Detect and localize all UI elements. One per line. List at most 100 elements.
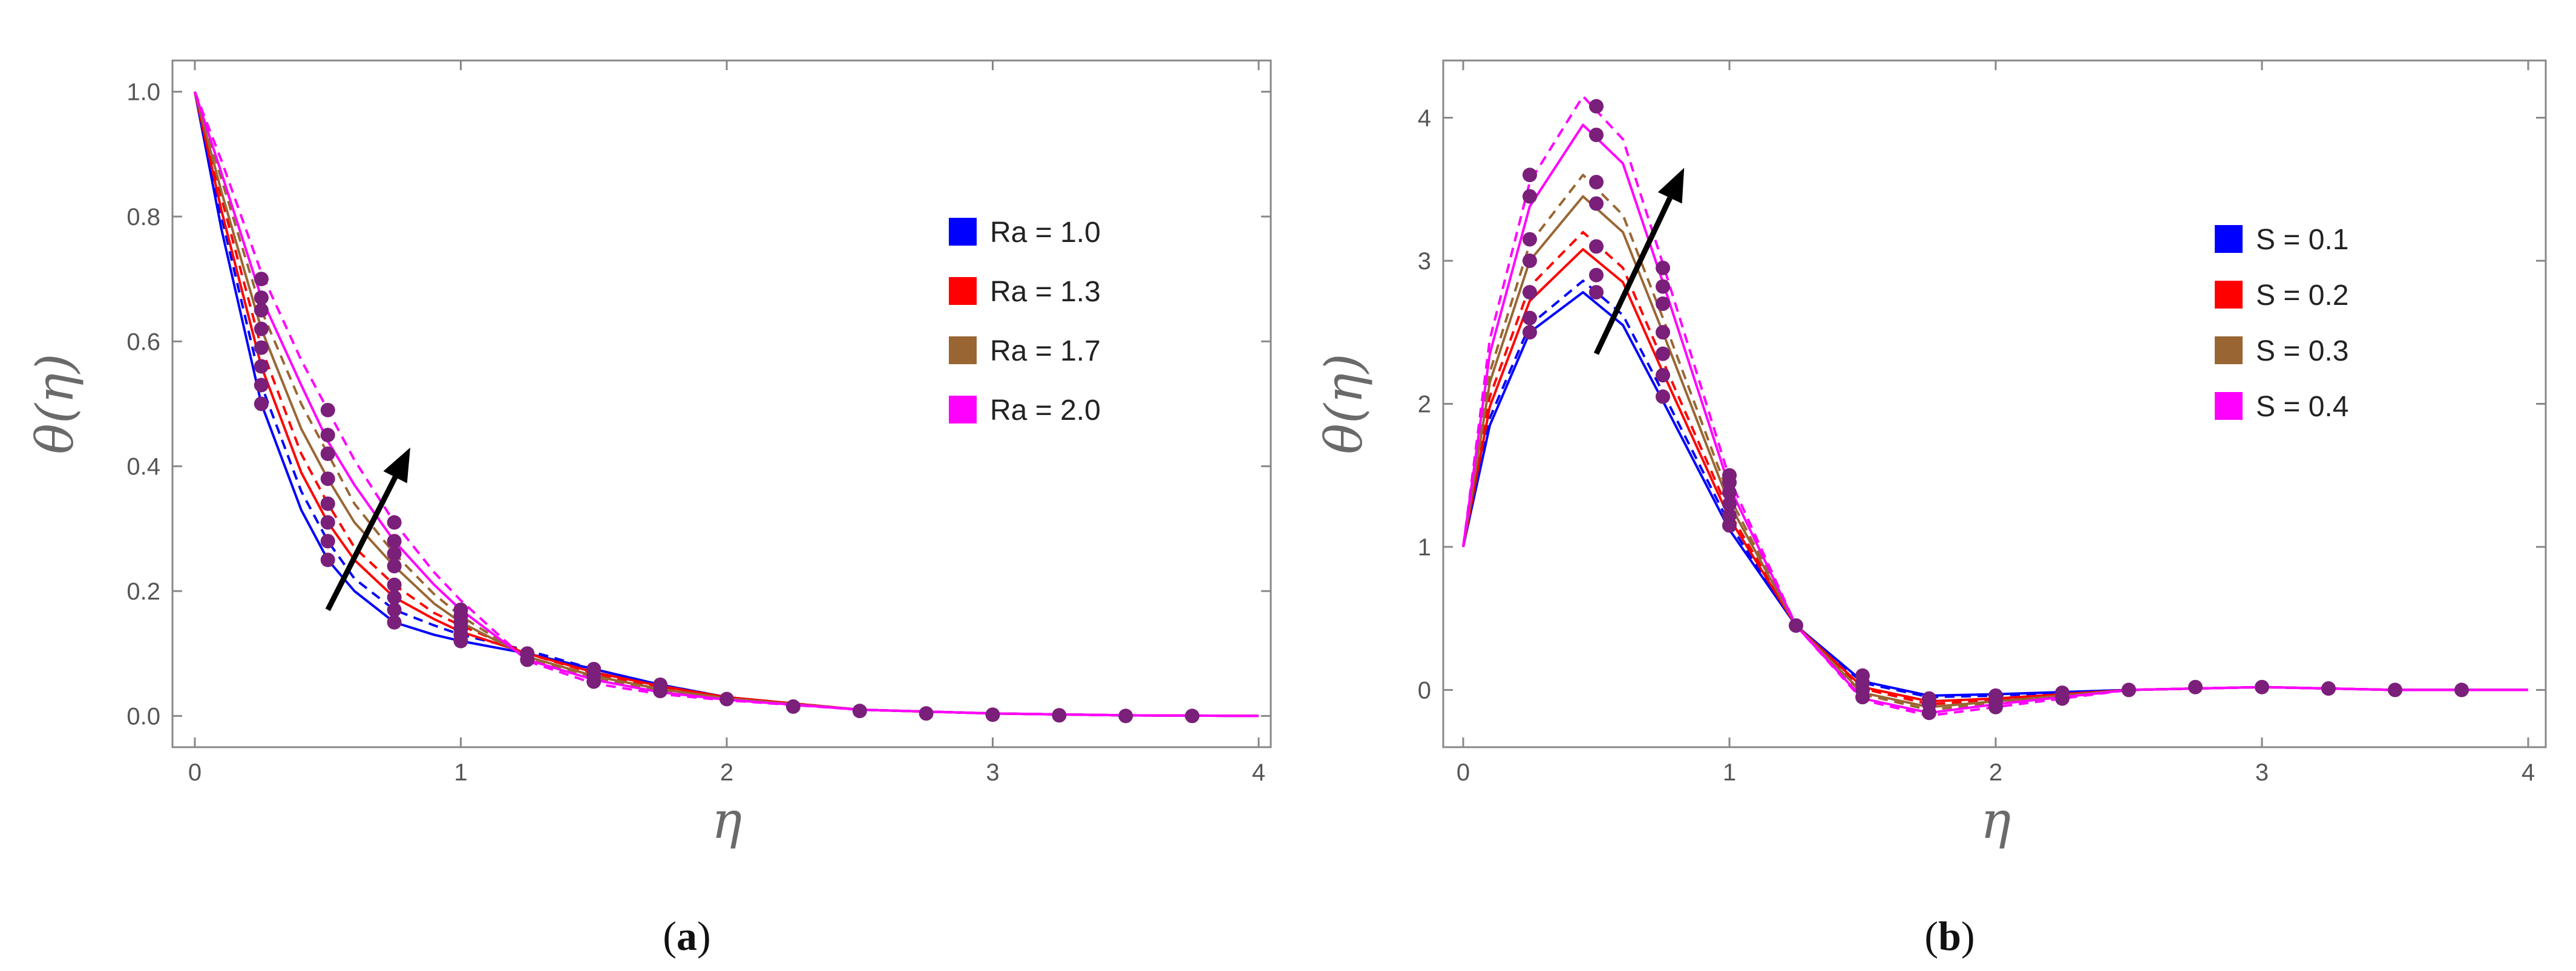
panel-b-legend-swatch-2 xyxy=(2215,336,2243,364)
panel-b-marker xyxy=(1722,497,1737,512)
panel-b-marker xyxy=(1589,267,1604,283)
panel-b-series-2-solid-line xyxy=(1462,195,2528,708)
panel-a-marker xyxy=(852,704,867,719)
panel-b-marker xyxy=(1722,518,1737,533)
panel-b-legend-label-2: S = 0.3 xyxy=(2256,335,2348,367)
panel-b-marker xyxy=(2055,685,2070,701)
panel-b-marker xyxy=(1589,285,1604,300)
panel-b-marker xyxy=(1722,508,1737,523)
panel-a-marker xyxy=(320,471,335,486)
caption-a: (a) xyxy=(663,913,710,959)
panel-a-marker xyxy=(1052,708,1067,723)
panel-b-legend-swatch-0 xyxy=(2215,225,2243,253)
panel-a-marker xyxy=(387,577,402,592)
panel-a-marker xyxy=(320,496,335,511)
panel-a-marker xyxy=(254,340,269,355)
panel-b-marker xyxy=(2321,681,2336,696)
panel-b-series-1-solid-line xyxy=(1462,248,2528,703)
panel-a-marker xyxy=(320,428,335,443)
panel-a-y-tick-label: 0.4 xyxy=(126,454,160,480)
panel-a-marker xyxy=(387,546,402,561)
panel-a-legend-label-2: Ra = 1.7 xyxy=(990,335,1101,367)
panel-a-series-3-dashed-line xyxy=(194,91,1259,718)
panel-b-series-0-dashed-line xyxy=(1462,280,2528,699)
panel-b: 0 1 2 3 4 0 1 2 3 4 S = 0.1 S = 0.2 S = 0.3 S = 0.4 η θ… xyxy=(1314,59,2547,850)
panel-b-x-tick-label: 0 xyxy=(1457,759,1470,786)
panel-b-marker xyxy=(1656,296,1670,311)
panel-a-legend-swatch-2 xyxy=(949,336,977,364)
panel-b-marker xyxy=(1522,232,1537,247)
panel-a-marker xyxy=(785,699,801,714)
panel-b-marker xyxy=(1656,279,1670,294)
panel-a-marker xyxy=(653,677,668,692)
panel-a-legend-swatch-1 xyxy=(949,277,977,305)
panel-b-marker xyxy=(1589,99,1604,114)
panel-b-legend-label-3: S = 0.4 xyxy=(2256,391,2348,423)
panel-b-marker xyxy=(2454,682,2469,698)
panel-a-marker xyxy=(254,302,269,318)
panel-b-frame xyxy=(1442,59,2547,748)
panel-a-marker xyxy=(320,446,335,462)
panel-b-marker xyxy=(1855,668,1870,683)
panel-a-y-tick-label: 0.2 xyxy=(126,578,160,605)
panel-a-marker xyxy=(320,515,335,530)
panel-b-x-tick-label: 4 xyxy=(2522,759,2535,786)
panel-b-y-tick-label: 4 xyxy=(1418,105,1431,132)
panel-a-trend-arrow-shaft xyxy=(325,476,398,612)
panel-a-frame xyxy=(171,59,1272,748)
panel-a-y-axis-title: θ(η) xyxy=(25,353,85,454)
panel-a-marker xyxy=(254,290,269,306)
panel-b-marker xyxy=(1522,285,1537,300)
panel-a-legend-swatch-3 xyxy=(949,396,977,423)
panel-a-marker xyxy=(387,590,402,605)
panel-a-marker xyxy=(254,359,269,374)
panel-a-marker xyxy=(387,615,402,630)
panel-a-marker xyxy=(387,603,402,617)
panel-b-marker xyxy=(1522,325,1537,340)
panel-b-y-tick-label: 1 xyxy=(1418,534,1431,561)
panel-b-marker xyxy=(2122,682,2136,698)
panel-b-y-tick-label: 0 xyxy=(1418,677,1431,704)
panel-a-x-axis-title: η xyxy=(712,791,742,850)
panel-a-series-2-dashed-line xyxy=(194,91,1259,718)
panel-a-trend-arrow-head xyxy=(383,447,410,483)
panel-a-marker xyxy=(254,321,269,336)
panel-a-legend-swatch-0 xyxy=(949,218,977,246)
panel-a-x-tick-label: 2 xyxy=(720,759,733,786)
panel-a-x-tick-label: 0 xyxy=(188,759,202,786)
panel-a-marker xyxy=(586,662,601,677)
panel-b-marker xyxy=(2188,679,2203,695)
panel-b-marker xyxy=(1722,485,1737,500)
panel-b-y-tick-label: 3 xyxy=(1418,248,1431,275)
panel-a-legend-label-1: Ra = 1.3 xyxy=(990,276,1101,308)
panel-b-trend-arrow-head xyxy=(1657,168,1685,204)
panel-b-marker xyxy=(1522,189,1537,204)
panel-b-legend-swatch-1 xyxy=(2215,281,2243,309)
panel-b-marker xyxy=(2255,679,2269,695)
panel-b-marker xyxy=(1656,260,1670,275)
panel-a-marker xyxy=(320,552,335,567)
panel-b-marker xyxy=(1988,688,2003,703)
panel-b-x-tick-label: 1 xyxy=(1723,759,1736,786)
panel-b-marker xyxy=(1522,310,1537,325)
panel-a-marker xyxy=(254,396,269,411)
panel-a-x-tick-label: 3 xyxy=(986,759,999,786)
panel-a-y-tick-label: 1.0 xyxy=(126,79,160,106)
panel-a-marker xyxy=(387,558,402,574)
panel-b-series-2-dashed-line xyxy=(1462,174,2528,711)
panel-b-marker xyxy=(1522,253,1537,269)
panel-b-marker xyxy=(1656,325,1670,340)
panel-b-marker xyxy=(1589,239,1604,254)
panel-a-marker xyxy=(387,515,402,530)
panel-a-marker xyxy=(254,272,269,287)
panel-a-x-tick-label: 1 xyxy=(454,759,467,786)
panel-a: 0 1 2 3 4 0.0 0.2 0.4 0.6 0.8 1.0 Ra = 1.0 Ra = 1.3 R… xyxy=(25,59,1272,850)
panel-a-marker xyxy=(320,402,335,417)
panel-a-y-tick-label: 0.6 xyxy=(126,329,160,355)
panel-b-marker xyxy=(2388,682,2402,698)
panel-b-marker xyxy=(1722,468,1737,483)
panel-a-marker xyxy=(1185,708,1200,724)
panel-a-marker xyxy=(1118,708,1133,724)
panel-b-x-axis-title: η xyxy=(1981,791,2011,850)
